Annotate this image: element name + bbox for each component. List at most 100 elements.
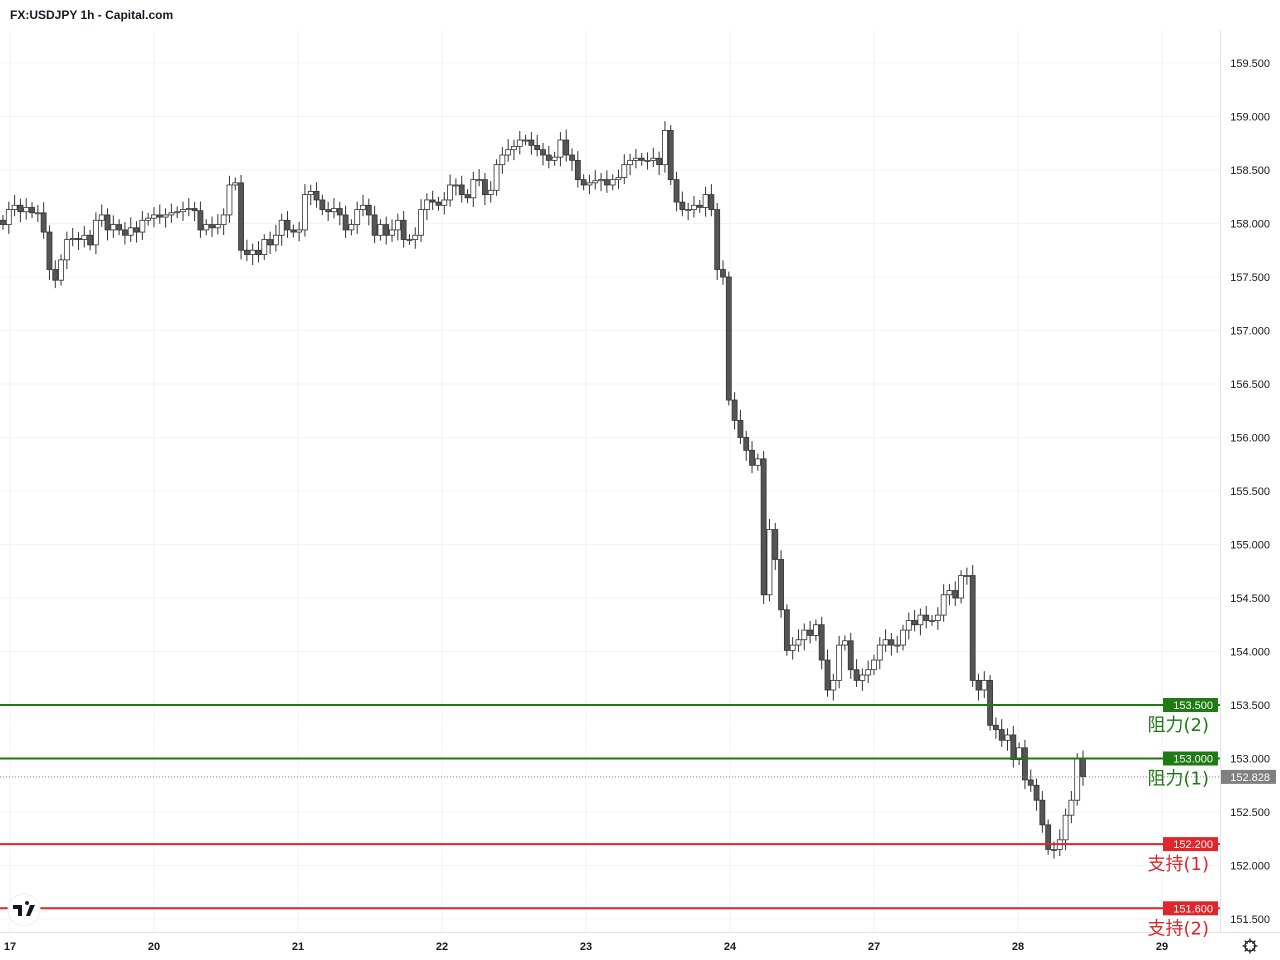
resistance-price-label: 153.500 [1173, 700, 1213, 712]
candle [696, 204, 703, 208]
candle [667, 130, 674, 181]
candle [987, 679, 993, 726]
candle [737, 419, 744, 438]
candle [243, 249, 250, 255]
candle [1010, 734, 1017, 760]
x-tick-label: 22 [436, 941, 448, 953]
candle [325, 209, 332, 213]
candle [197, 210, 204, 231]
gear-icon-center [1246, 942, 1254, 950]
candle [209, 224, 215, 229]
y-tick-label: 157.500 [1230, 272, 1270, 284]
candle [180, 209, 186, 213]
candle [400, 219, 407, 240]
candle [1033, 784, 1040, 801]
candle [708, 194, 715, 210]
candle [789, 644, 796, 651]
y-tick-label: 157.000 [1230, 326, 1270, 338]
candle [505, 149, 512, 156]
candle [551, 156, 558, 161]
x-tick-label: 27 [868, 941, 880, 953]
candle [998, 729, 1005, 741]
candle [87, 234, 93, 246]
candle [563, 139, 570, 156]
candle [360, 204, 366, 210]
resistance-price-badge [1163, 698, 1218, 712]
y-tick-label: 152.000 [1230, 861, 1270, 873]
candle [174, 211, 181, 214]
candle [168, 212, 175, 216]
candle [1022, 747, 1028, 781]
candle [528, 139, 535, 146]
candle [958, 575, 964, 599]
candle [720, 269, 726, 278]
candle [1080, 758, 1086, 778]
candle [656, 157, 663, 166]
candle [34, 212, 41, 215]
support-zone-label: 支持(2) [1148, 918, 1210, 939]
candle [882, 639, 889, 646]
candle [975, 679, 982, 691]
chart-title: FX:USDJPY 1h - Capital.com [10, 8, 174, 22]
candle [69, 238, 76, 240]
candle [238, 182, 244, 251]
candle [522, 139, 529, 142]
candle [650, 157, 657, 161]
candle [929, 620, 935, 622]
candle [406, 239, 413, 241]
candle [435, 201, 442, 206]
support-price-label: 152.200 [1173, 839, 1213, 851]
candle [603, 179, 610, 186]
candle [679, 201, 686, 210]
candle [331, 208, 337, 213]
candle [203, 224, 210, 231]
candle [691, 204, 697, 210]
candle [940, 594, 947, 616]
tradingview-logo[interactable] [7, 893, 41, 927]
resistance-price-label: 153.000 [1173, 754, 1213, 766]
candle [818, 624, 825, 661]
candle [447, 184, 453, 201]
candle [336, 208, 343, 216]
candle [127, 227, 134, 236]
candle [725, 276, 732, 401]
candle [145, 217, 152, 221]
candle [598, 179, 604, 182]
candle [151, 214, 157, 219]
candle [104, 214, 111, 231]
candle [0, 219, 6, 225]
candle [923, 614, 930, 621]
candle [702, 194, 709, 208]
candle [307, 190, 314, 196]
support-price-label: 151.600 [1173, 903, 1213, 915]
candle [911, 620, 918, 626]
y-tick-label: 156.000 [1230, 433, 1270, 445]
support-price-badge [1163, 837, 1218, 852]
candle [644, 159, 651, 162]
candle [389, 229, 395, 236]
candle [296, 229, 303, 233]
y-tick-label: 159.500 [1230, 58, 1270, 70]
last-price-label: 152.828 [1230, 772, 1270, 784]
y-tick-label: 154.500 [1230, 593, 1270, 605]
candle [278, 219, 285, 236]
candle [17, 204, 24, 213]
candle [470, 179, 477, 199]
candle [685, 209, 692, 211]
candle [499, 154, 506, 166]
candle [354, 209, 361, 225]
candle [394, 219, 401, 231]
y-tick-label: 155.000 [1230, 540, 1270, 552]
candle [371, 214, 378, 236]
candle [853, 669, 860, 681]
candle [98, 214, 105, 221]
candle [1045, 824, 1052, 850]
candle [58, 259, 64, 281]
candle [482, 179, 488, 196]
candle [313, 190, 320, 201]
candle [418, 209, 424, 236]
candle [749, 449, 755, 466]
candle [93, 219, 99, 246]
candle [592, 180, 599, 184]
